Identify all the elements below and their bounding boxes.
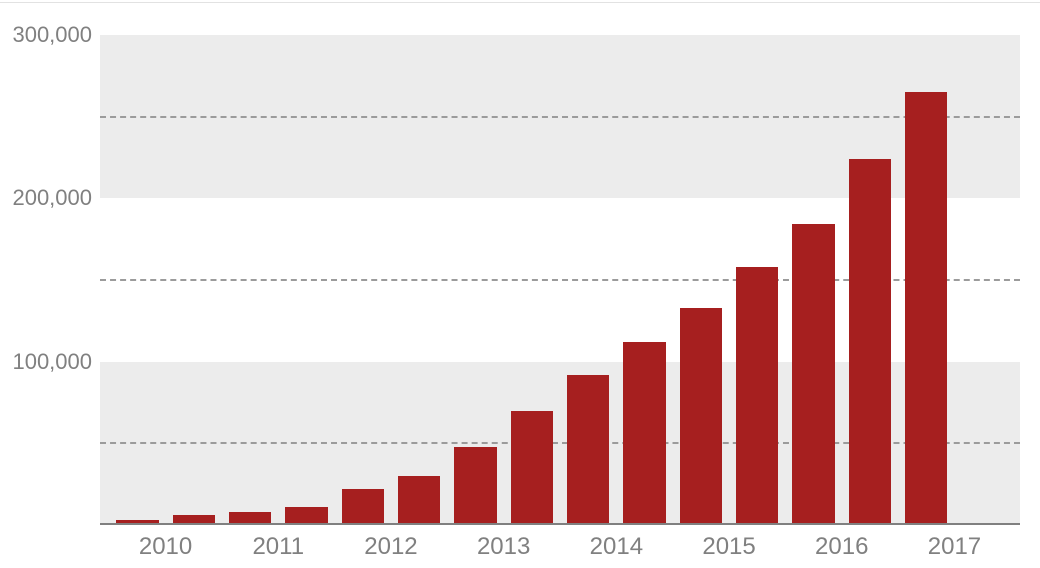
bar bbox=[454, 447, 496, 525]
plot-area bbox=[100, 35, 1020, 525]
x-axis-tick-label: 2015 bbox=[702, 533, 755, 561]
x-axis-tick-label: 2011 bbox=[252, 533, 304, 561]
x-axis-tick-label: 2014 bbox=[590, 533, 643, 561]
bar bbox=[567, 375, 609, 525]
y-axis-tick-label: 200,000 bbox=[0, 185, 92, 211]
bar bbox=[905, 92, 947, 525]
bar bbox=[398, 476, 440, 525]
x-axis-line bbox=[100, 523, 1020, 525]
y-axis-tick-label: 100,000 bbox=[0, 349, 92, 375]
x-axis-tick-label: 2016 bbox=[815, 533, 868, 561]
y-axis-tick-label: 300,000 bbox=[0, 22, 92, 48]
bar bbox=[736, 267, 778, 525]
x-axis-tick-label: 2017 bbox=[928, 533, 981, 561]
top-rule bbox=[0, 2, 1040, 3]
bars-layer bbox=[100, 35, 1020, 525]
bar-chart: 100,000 200,000 300,000 2010 2011 2012 2013 20… bbox=[0, 0, 1040, 568]
bar bbox=[680, 308, 722, 525]
bar bbox=[511, 411, 553, 525]
bar bbox=[792, 224, 834, 525]
x-axis-tick-label: 2013 bbox=[477, 533, 530, 561]
x-axis-tick-label: 2010 bbox=[139, 533, 192, 561]
bar bbox=[849, 159, 891, 525]
bar bbox=[342, 489, 384, 525]
x-axis-tick-label: 2012 bbox=[364, 533, 417, 561]
bar bbox=[623, 342, 665, 525]
